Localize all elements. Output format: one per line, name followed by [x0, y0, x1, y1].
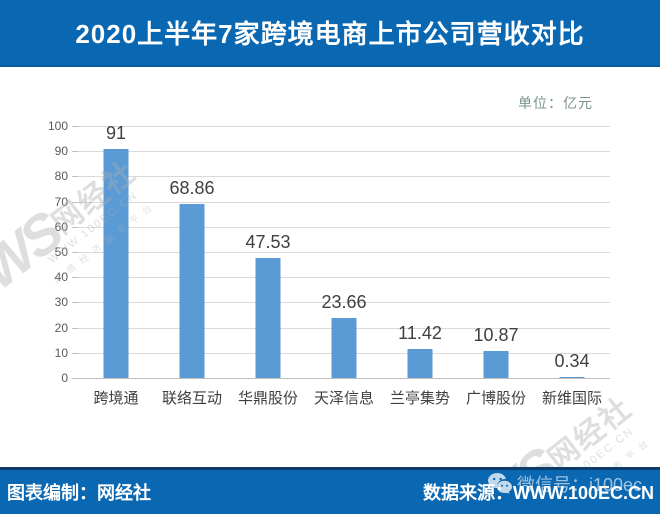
bar-跨境通: [103, 149, 129, 378]
value-label: 0.34: [554, 351, 590, 371]
bar-天泽信息: [331, 318, 357, 378]
y-tick-label: 100: [47, 119, 68, 133]
y-tick-mark: [72, 126, 78, 127]
bar-column: 47.53 华鼎股份: [230, 126, 306, 407]
gridline: [78, 277, 610, 279]
value-label: 10.87: [473, 325, 519, 345]
chart-area: 单位：亿元 0 10 20 30 40 50 60 70 80 90 100 91 跨境通 68.86 联络…: [0, 67, 660, 514]
gridline: [78, 226, 610, 228]
gridline: [78, 201, 610, 203]
wechat-watermark: 微信号：i100ec: [487, 471, 642, 497]
value-label: 91: [105, 123, 127, 143]
footer-credit: 图表编制：网经社: [7, 483, 151, 503]
category-label: 联络互动: [161, 390, 223, 407]
value-label: 11.42: [398, 323, 442, 343]
value-label: 47.53: [245, 232, 291, 252]
chart-title: 2020上半年7家跨境电商上市公司营收对比: [75, 19, 585, 49]
y-tick-label: 0: [61, 371, 68, 385]
y-tick-mark: [72, 352, 78, 354]
bar-column: 91 跨境通: [78, 123, 154, 407]
plot-area: 0 10 20 30 40 50 60 70 80 90 100 91 跨境通 68.86 联络互动 47.5…: [48, 119, 610, 407]
y-tick-mark: [72, 176, 78, 178]
y-tick-label: 20: [54, 320, 68, 335]
bar-兰亭集势: [407, 349, 433, 378]
y-tick-label: 50: [54, 245, 68, 259]
x-axis-line: [78, 378, 610, 379]
category-label: 新维国际: [541, 390, 603, 407]
bar-column: 68.86 联络互动: [154, 126, 230, 407]
category-label: 天泽信息: [313, 390, 375, 407]
value-label: 23.66: [321, 292, 367, 312]
bar-column: 0.34 新维国际: [534, 126, 610, 407]
y-tick-label: 60: [54, 219, 68, 234]
y-tick-label: 40: [54, 270, 68, 285]
unit-label: 单位：亿元: [518, 95, 593, 111]
gridline: [78, 151, 610, 153]
y-tick-mark: [72, 201, 78, 203]
y-tick-label: 90: [54, 144, 68, 159]
y-tick-label: 30: [54, 295, 68, 310]
y-tick-mark: [72, 277, 78, 279]
bar-column: 23.66 天泽信息: [306, 126, 382, 407]
header-banner: 2020上半年7家跨境电商上市公司营收对比: [0, 0, 660, 67]
bar-华鼎股份: [255, 258, 281, 378]
footer-source: 数据来源：WWW.100EC.CN: [422, 483, 654, 503]
category-label: 兰亭集势: [389, 390, 451, 407]
gridline: [78, 126, 610, 127]
y-tick-mark: [72, 226, 78, 228]
value-label: 68.86: [169, 178, 215, 198]
bar-column: 10.87 广博股份: [458, 126, 534, 407]
y-tick-label: 80: [54, 169, 68, 184]
wechat-label: 微信号：i100ec: [516, 475, 642, 495]
footer-banner: 图表编制：网经社 数据来源：WWW.100EC.CN 微信号：i100ec: [0, 467, 660, 514]
y-tick-label: 10: [54, 345, 68, 360]
y-tick-mark: [72, 252, 78, 253]
wechat-icon: [487, 473, 512, 494]
bar-column: 11.42 兰亭集势: [382, 126, 458, 407]
y-tick-mark: [72, 378, 78, 379]
gridline: [78, 252, 610, 253]
y-tick-mark: [72, 151, 78, 153]
gridline: [78, 302, 610, 304]
category-label: 华鼎股份: [237, 390, 299, 407]
category-label: 广博股份: [465, 390, 527, 407]
bar-新维国际: [559, 377, 585, 378]
bar-广博股份: [483, 351, 509, 378]
y-tick-label: 70: [54, 194, 68, 209]
y-tick-mark: [72, 327, 78, 329]
category-label: 跨境通: [93, 390, 139, 407]
y-tick-mark: [72, 302, 78, 304]
gridline: [78, 176, 610, 178]
bar-联络互动: [179, 204, 205, 378]
